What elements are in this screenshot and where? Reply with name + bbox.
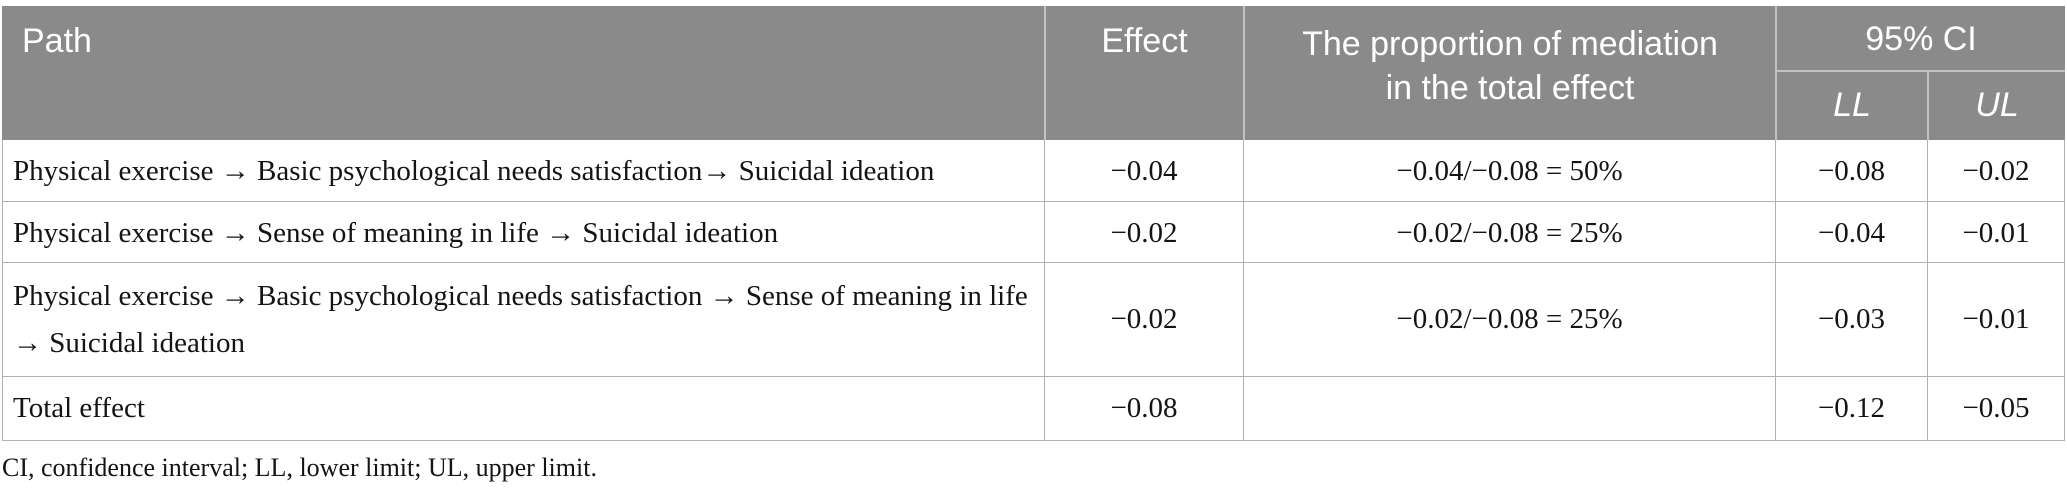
cell-path: Physical exercise → Basic psychological …: [13, 279, 1028, 359]
cell-proportion: −0.02/−0.08 = 25%: [1243, 263, 1775, 376]
table-row: Physical exercise → Sense of meaning in …: [3, 202, 2064, 265]
cell-path: Physical exercise → Basic psychological …: [13, 155, 935, 187]
header-proportion: The proportion of mediation in the total…: [1243, 6, 1775, 140]
cell-ul: −0.01: [1927, 263, 2064, 376]
table-body: Physical exercise → Basic psychological …: [2, 140, 2065, 441]
cell-proportion: [1243, 377, 1775, 440]
cell-ll: −0.12: [1775, 377, 1927, 440]
table-row: Physical exercise → Basic psychological …: [3, 140, 2064, 203]
cell-effect: −0.02: [1044, 263, 1243, 376]
header-path: Path: [22, 22, 92, 60]
cell-ll: −0.08: [1775, 140, 1927, 203]
header-effect: Effect: [1044, 6, 1243, 140]
cell-effect: −0.04: [1044, 140, 1243, 203]
header-ll: LL: [1775, 72, 1927, 140]
cell-effect: −0.02: [1044, 202, 1243, 265]
cell-ul: −0.01: [1927, 202, 2064, 265]
cell-effect: −0.08: [1044, 377, 1243, 440]
table-row: Physical exercise → Basic psychological …: [3, 263, 2064, 377]
table-footnote: CI, confidence interval; LL, lower limit…: [2, 453, 597, 482]
header-95ci: 95% CI: [1775, 6, 2065, 72]
cell-path: Total effect: [13, 392, 145, 424]
table-row: Total effect −0.08 −0.12 −0.05: [3, 377, 2064, 440]
cell-ul: −0.02: [1927, 140, 2064, 203]
header-ul: UL: [1927, 72, 2065, 140]
cell-proportion: −0.02/−0.08 = 25%: [1243, 202, 1775, 265]
cell-ul: −0.05: [1927, 377, 2064, 440]
table-header: Path Effect The proportion of mediation …: [2, 6, 2065, 140]
mediation-effects-table: Path Effect The proportion of mediation …: [2, 6, 2065, 441]
cell-ll: −0.03: [1775, 263, 1927, 376]
cell-ll: −0.04: [1775, 202, 1927, 265]
cell-path: Physical exercise → Sense of meaning in …: [13, 217, 779, 249]
cell-proportion: −0.04/−0.08 = 50%: [1243, 140, 1775, 203]
